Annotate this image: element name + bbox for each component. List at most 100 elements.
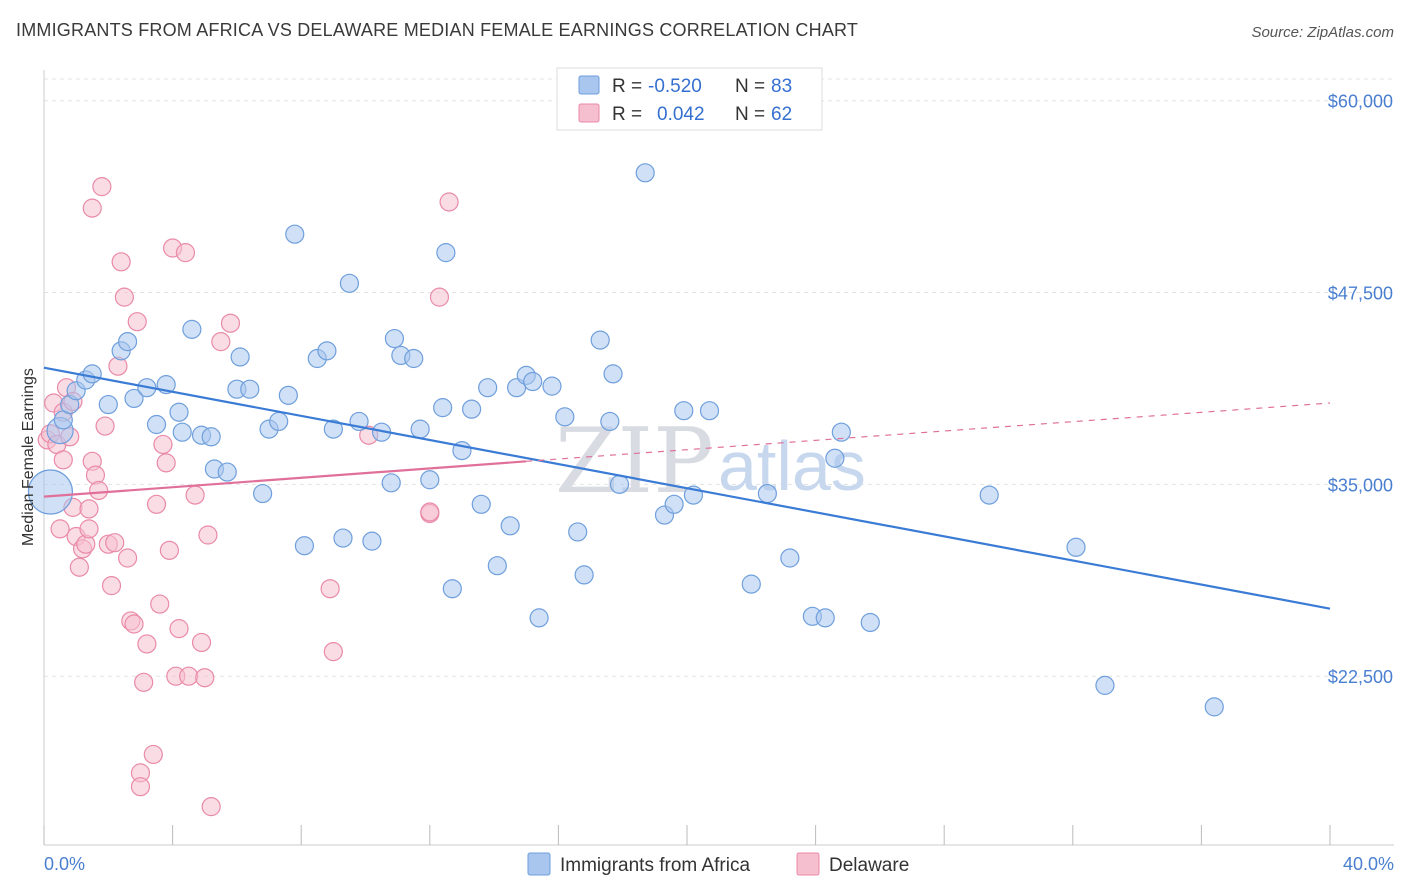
delaware-point	[117, 548, 138, 568]
africa-point	[568, 522, 588, 542]
africa-point	[442, 579, 462, 599]
africa-point	[860, 612, 880, 633]
delaware-trend-extension	[526, 402, 1331, 462]
legend-n-label-delaware: N =	[735, 104, 765, 125]
series-label-delaware: Delaware	[829, 855, 909, 876]
africa-point	[278, 385, 298, 405]
delaware-point	[114, 287, 134, 307]
delaware-point	[105, 533, 125, 553]
legend-n-value-africa: 83	[771, 76, 792, 97]
y-tick-label-3: $60,000	[1328, 92, 1393, 112]
delaware-point	[92, 177, 112, 197]
africa-point	[362, 531, 382, 551]
africa-point	[478, 378, 498, 398]
delaware-point	[95, 416, 115, 436]
africa-point	[82, 364, 102, 384]
africa-point	[117, 332, 138, 352]
africa-points	[27, 163, 1224, 717]
africa-point	[1095, 675, 1115, 695]
africa-point	[381, 473, 401, 493]
africa-point	[574, 565, 594, 585]
africa-point	[410, 419, 430, 439]
delaware-point	[134, 672, 154, 692]
africa-point	[98, 394, 118, 415]
y-tick-label-0: $22,500	[1328, 667, 1393, 687]
legend-swatch-delaware	[578, 103, 600, 123]
delaware-point	[146, 494, 167, 514]
africa-point	[523, 371, 543, 392]
y-tick-labels: $22,500 $35,000 $47,500 $60,000	[1328, 92, 1393, 687]
delaware-point	[137, 634, 157, 654]
y-tick-label-1: $35,000	[1328, 475, 1393, 495]
legend-r-label-africa: R =	[612, 76, 642, 97]
delaware-point	[320, 579, 340, 599]
y-tick-label-2: $47,500	[1328, 284, 1393, 304]
axes	[43, 70, 1394, 846]
africa-point	[384, 328, 405, 349]
africa-point	[757, 483, 777, 504]
africa-point	[699, 401, 720, 421]
delaware-point	[420, 502, 440, 522]
africa-point	[600, 411, 620, 432]
africa-point	[323, 419, 343, 439]
delaware-point	[185, 485, 205, 505]
delaware-point	[220, 313, 241, 333]
africa-point	[317, 341, 337, 361]
delaware-point	[89, 480, 109, 501]
africa-point	[172, 422, 192, 442]
delaware-point	[156, 453, 176, 473]
series-swatch-africa	[527, 852, 551, 876]
delaware-point	[79, 499, 99, 519]
africa-point	[1204, 697, 1224, 717]
africa-point	[404, 348, 424, 369]
delaware-point	[69, 557, 89, 577]
africa-point	[741, 574, 761, 594]
x-tick-label-min: 0.0%	[44, 854, 85, 874]
africa-point	[780, 548, 800, 568]
delaware-point	[439, 192, 459, 212]
series-legend: Immigrants from Africa Delaware	[527, 852, 909, 876]
delaware-point	[323, 642, 343, 662]
africa-point	[333, 528, 353, 548]
trend-lines	[43, 366, 1331, 610]
africa-point	[230, 347, 250, 367]
chart-title: IMMIGRANTS FROM AFRICA VS DELAWARE MEDIA…	[16, 20, 859, 40]
legend-n-label-africa: N =	[735, 76, 765, 97]
delaware-point	[195, 668, 215, 688]
x-ticks	[43, 825, 1331, 845]
series-swatch-delaware	[796, 852, 820, 876]
delaware-point	[153, 434, 173, 455]
africa-point	[542, 376, 562, 396]
africa-point	[555, 407, 575, 427]
delaware-point	[130, 777, 151, 797]
delaware-trend-line	[43, 460, 527, 498]
delaware-point	[429, 287, 450, 307]
delaware-point	[191, 632, 212, 653]
series-label-africa: Immigrants from Africa	[560, 855, 750, 876]
africa-point	[339, 273, 360, 293]
delaware-points	[37, 177, 459, 817]
delaware-point	[198, 525, 218, 545]
africa-point	[609, 474, 630, 494]
africa-point	[487, 556, 507, 576]
legend-box	[556, 67, 823, 131]
correlation-legend: R = -0.520 N = 83 R = 0.042 N = 62	[556, 67, 823, 131]
delaware-point	[179, 666, 199, 686]
africa-point	[603, 364, 623, 384]
legend-swatch-africa	[578, 75, 600, 95]
africa-point	[590, 330, 610, 350]
africa-point	[182, 319, 202, 339]
africa-point	[146, 414, 167, 435]
legend-r-label-delaware: R =	[612, 104, 642, 125]
x-tick-label-max: 40.0%	[1343, 854, 1394, 874]
delaware-point	[82, 198, 102, 218]
delaware-point	[50, 519, 70, 539]
legend-r-value-africa: -0.520	[648, 76, 702, 97]
africa-point	[201, 427, 221, 447]
delaware-point	[127, 312, 147, 332]
delaware-point	[201, 797, 221, 817]
delaware-point	[175, 243, 196, 263]
legend-n-value-delaware: 62	[771, 104, 792, 125]
africa-point	[285, 224, 305, 244]
